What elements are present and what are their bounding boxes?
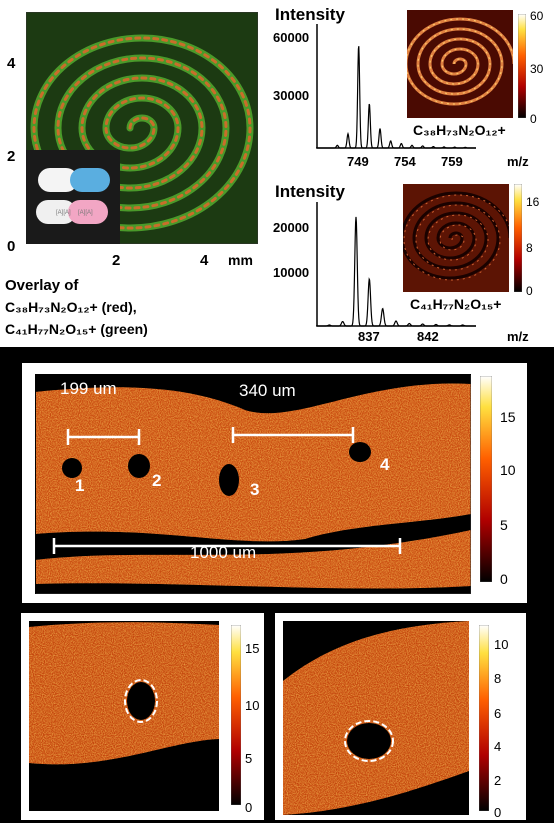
spectrum-2-ytick-20000: 20000	[273, 220, 310, 235]
spectrum-1-panel: Intensity 60000 30000 749 754 759 m/z 60…	[270, 0, 554, 178]
hole-zoom-2-cbar-6: 6	[494, 706, 502, 721]
fiber-cbar-15: 15	[500, 409, 516, 425]
spectrum-1-ytick-60000: 60000	[273, 30, 310, 45]
hole-zoom-1-hole	[127, 682, 155, 720]
hole-3	[219, 464, 239, 496]
spectrum-2-line	[316, 216, 476, 327]
x-tick-2: 2	[112, 252, 121, 269]
overlay-caption-green: C₄₁H₇₇N₂O₁₅+ (green)	[5, 321, 148, 337]
hole-zoom-1-cbar-5: 5	[245, 751, 253, 766]
spectrum-2-cbar-0: 0	[526, 284, 533, 298]
y-tick-4: 4	[7, 55, 16, 72]
spectrum-2-xtick-842: 842	[417, 329, 439, 344]
hole-zoom-panel-1: 15 10 5 0	[21, 613, 264, 820]
fiber-image-panel: 199 um 340 um 1000 um 1 2 3 4 15 10 5 0	[22, 363, 527, 603]
spectrum-2-formula: C₄₁H₇₇N₂O₁₅+	[410, 296, 502, 312]
hole-label-1: 1	[75, 476, 85, 495]
spectrum-2-cbar-16: 16	[526, 195, 540, 209]
hole-4	[349, 442, 371, 462]
hole-1	[62, 458, 82, 478]
capsule-photo-inset: [A][A] [A][A]	[26, 150, 120, 244]
hole-label-2: 2	[152, 471, 162, 490]
spectrum-2-plot	[316, 202, 476, 327]
spectrum-1-ion-image	[407, 10, 513, 118]
fingerprint-overlay-panel: [A][A] [A][A] 4 2 0 2 4 mm Overlay of C₃…	[0, 0, 300, 345]
overlay-caption-line1: Overlay of	[5, 277, 79, 294]
spectrum-2-ytick-10000: 10000	[273, 265, 310, 280]
scale-label-1000: 1000 um	[190, 543, 257, 562]
overlay-caption-red: C₃₈H₇₃N₂O₁₂+ (red),	[5, 299, 137, 315]
fiber-top-axis	[35, 367, 471, 375]
spectrum-1-cbar-30: 30	[530, 62, 544, 76]
spectrum-1-line	[316, 46, 476, 149]
spectrum-2-ylabel: Intensity	[275, 182, 345, 201]
spectrum-1-xtick-759: 759	[441, 154, 463, 169]
spectrum-2-cbar-8: 8	[526, 241, 533, 255]
spectrum-1-formula: C₃₈H₇₃N₂O₁₂+	[413, 122, 506, 138]
hole-zoom-2-cbar-0: 0	[494, 805, 502, 820]
y-tick-2: 2	[7, 148, 16, 165]
hole-label-4: 4	[380, 455, 390, 474]
fiber-colorbar	[480, 376, 492, 582]
svg-text:[A][A]: [A][A]	[78, 210, 93, 216]
fiber-cbar-10: 10	[500, 462, 516, 478]
spectrum-1-cbar-60: 60	[530, 9, 544, 23]
spectrum-2-x-unit: m/z	[507, 329, 529, 344]
hole-zoom-2-cbar-10: 10	[494, 637, 509, 652]
hole-zoom-panel-2: 10 8 6 4 2 0	[275, 613, 526, 820]
scale-label-199: 199 um	[60, 379, 117, 398]
hole-label-3: 3	[250, 480, 260, 499]
spectrum-2-panel: Intensity 20000 10000 837 842 m/z 16 8 0…	[270, 178, 554, 345]
spectrum-1-x-unit: m/z	[507, 154, 529, 169]
spectrum-1-colorbar	[518, 14, 526, 118]
fiber-left-axis	[26, 374, 36, 594]
spectrum-1-xtick-754: 754	[394, 154, 416, 169]
spectrum-2-ion-image	[403, 184, 509, 292]
scale-label-340: 340 um	[239, 381, 296, 400]
hole-zoom-colorbar-1	[231, 625, 241, 805]
spectrum-2-colorbar	[514, 184, 522, 292]
spectrum-1-xtick-749: 749	[347, 154, 369, 169]
y-tick-0: 0	[7, 238, 16, 255]
hole-zoom-1-cbar-0: 0	[245, 800, 253, 815]
x-unit-mm: mm	[228, 252, 253, 268]
hole-zoom-image-2	[283, 621, 469, 815]
hole-zoom-2-cbar-2: 2	[494, 773, 502, 788]
spectrum-1-cbar-0: 0	[530, 112, 537, 126]
spectrum-1-ylabel: Intensity	[275, 5, 345, 24]
hole-2	[128, 454, 150, 478]
hole-zoom-2-cbar-8: 8	[494, 671, 502, 686]
fiber-cbar-0: 0	[500, 571, 508, 587]
x-tick-4: 4	[200, 252, 209, 269]
hole-zoom-1-cbar-15: 15	[245, 641, 260, 656]
hole-zoom-image-1	[29, 621, 219, 811]
svg-text:[A][A]: [A][A]	[56, 210, 71, 216]
fiber-cbar-5: 5	[500, 517, 508, 533]
hole-zoom-2-hole	[347, 723, 391, 759]
spectrum-1-plot	[316, 24, 476, 149]
hole-zoom-2-cbar-4: 4	[494, 739, 502, 754]
fiber-ion-image	[35, 374, 471, 594]
spectrum-2-xtick-837: 837	[358, 329, 380, 344]
hole-zoom-1-cbar-10: 10	[245, 698, 260, 713]
hole-zoom-colorbar-2	[479, 625, 489, 811]
spectrum-1-ytick-30000: 30000	[273, 88, 310, 103]
